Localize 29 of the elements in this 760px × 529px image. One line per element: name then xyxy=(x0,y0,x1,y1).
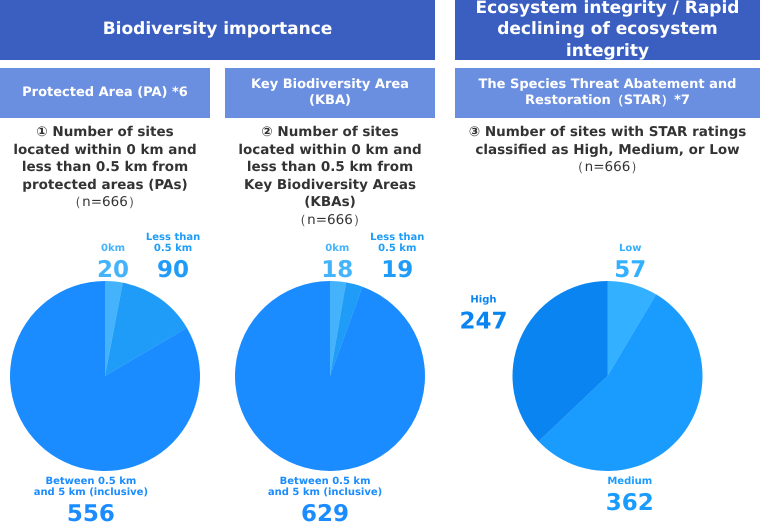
data-label: 247 xyxy=(459,308,508,334)
data-label: 57 xyxy=(614,257,646,283)
text: Biodiversity importance xyxy=(0,0,435,60)
data-label: 90 xyxy=(157,257,190,283)
data-label: 362 xyxy=(606,490,654,516)
chart-subtitle: （n=666） xyxy=(292,212,368,230)
slice-label: 0km xyxy=(325,243,350,254)
data-label: 556 xyxy=(66,501,115,527)
data-label: 19 xyxy=(381,257,414,283)
text: The Species Threat Abatement and Restoration（STAR）*7 xyxy=(455,68,760,118)
slice-label: Between 0.5 km and 5 km (inclusive) xyxy=(268,476,382,498)
data-label: 18 xyxy=(321,257,354,283)
data-label: 20 xyxy=(97,257,130,283)
chart-title: ② Number of sites located within 0 km and less than 0.5 km from Key Biodiversity Areas (KBAs) xyxy=(238,124,422,210)
slice-label: 0km xyxy=(101,243,126,254)
chart-title: ① Number of sites located within 0 km and less than 0.5 km from protected areas (PAs) xyxy=(13,124,197,193)
chart-subtitle: （n=666） xyxy=(67,194,143,212)
slice-label: Less than 0.5 km xyxy=(370,232,424,254)
text: Ecosystem integrity / Rapid declining of ecosystem integrity xyxy=(455,0,760,61)
slice-label: Low xyxy=(618,243,642,254)
chart-subtitle: （n=666） xyxy=(570,159,646,177)
slice-label: High xyxy=(470,294,496,306)
slice-label: Less than 0.5 km xyxy=(146,232,200,254)
data-label: 629 xyxy=(301,501,350,527)
chart-title: ③ Number of sites with STAR ratings classified as High, Medium, or Low xyxy=(468,124,746,158)
text: Key Biodiversity Area (KBA) xyxy=(225,68,435,118)
slice-label: Medium xyxy=(607,476,652,487)
slice-label: Between 0.5 km and 5 km (inclusive) xyxy=(34,476,148,498)
text: Protected Area (PA) *6 xyxy=(0,68,210,118)
